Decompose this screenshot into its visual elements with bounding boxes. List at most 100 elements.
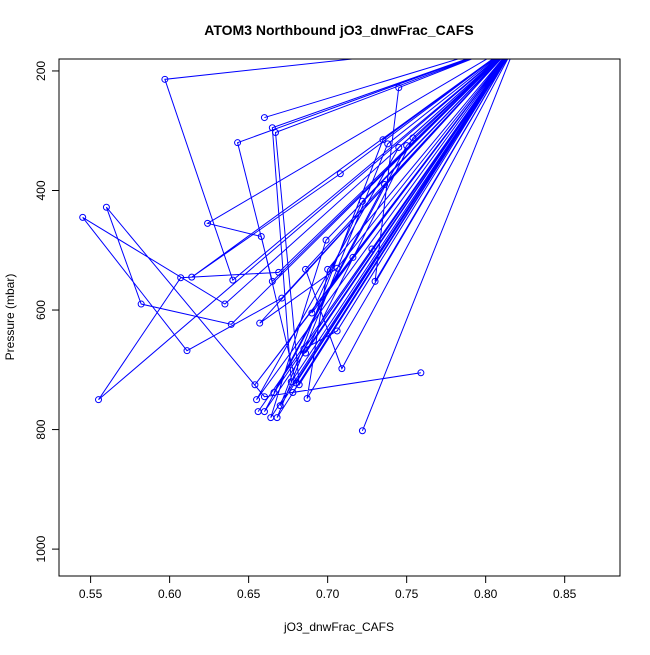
data-point: [514, 38, 520, 44]
data-point: [268, 277, 276, 285]
data-point: [289, 389, 297, 397]
data-point: [514, 38, 520, 44]
data-point: [79, 213, 87, 221]
data-point: [514, 38, 520, 44]
y-tick-label: 400: [34, 180, 48, 200]
data-point: [514, 38, 520, 44]
x-axis: 0.55 0.60 0.65 0.70 0.75 0.80 0.85: [79, 575, 577, 601]
x-tick-label: 0.70: [316, 587, 340, 601]
data-point: [253, 396, 261, 404]
data-point: [514, 38, 520, 44]
data-point: [257, 233, 265, 241]
data-point: [514, 38, 520, 44]
data-point: [514, 38, 520, 44]
data-point: [514, 38, 520, 44]
data-point: [300, 345, 308, 353]
data-point: [338, 365, 346, 373]
data-point: [514, 38, 520, 44]
plot-frame: [58, 58, 621, 577]
data-point: [272, 129, 279, 137]
data-point: [278, 294, 286, 302]
data-point: [256, 319, 264, 327]
data-point: [287, 378, 295, 386]
data-point: [514, 38, 520, 44]
data-point: [302, 265, 310, 273]
data-point: [514, 38, 520, 44]
data-point: [395, 143, 403, 151]
data-point: [384, 140, 392, 148]
data-point: [229, 276, 237, 284]
series-points: [79, 38, 520, 435]
data-point: [358, 427, 366, 435]
data-point: [514, 38, 520, 44]
y-tick-label: 1000: [34, 535, 48, 562]
data-point: [358, 197, 366, 205]
data-point: [254, 408, 262, 416]
y-tick-label: 600: [34, 300, 48, 320]
data-point: [514, 38, 520, 44]
data-point: [349, 253, 357, 261]
x-tick-label: 0.55: [79, 587, 103, 601]
y-tick-label: 800: [34, 419, 48, 439]
data-point: [514, 38, 520, 44]
data-point: [102, 203, 110, 211]
data-point: [204, 219, 212, 227]
data-point: [227, 320, 235, 328]
data-point: [514, 38, 520, 44]
data-point: [267, 414, 275, 422]
data-point: [276, 402, 284, 410]
x-axis-label: jO3_dnwFrac_CAFS: [283, 620, 394, 634]
y-axis: 200 400 600 800 1000: [34, 61, 60, 562]
data-point: [403, 142, 411, 150]
data-point: [514, 38, 520, 44]
data-point: [514, 38, 520, 44]
data-point: [336, 170, 344, 178]
data-point: [395, 84, 403, 92]
data-point: [368, 245, 376, 253]
data-point: [137, 300, 145, 308]
data-point: [183, 347, 191, 355]
data-point: [251, 381, 259, 389]
x-tick-label: 0.80: [474, 587, 498, 601]
data-point: [417, 369, 425, 377]
data-point: [177, 274, 185, 282]
data-point: [514, 38, 520, 44]
data-point: [514, 38, 520, 44]
data-point: [514, 38, 520, 44]
data-point: [95, 396, 103, 404]
data-point: [514, 38, 520, 44]
data-point: [302, 349, 310, 357]
data-point: [260, 114, 268, 122]
data-point: [514, 38, 520, 44]
data-point: [161, 75, 169, 83]
data-point: [409, 134, 417, 142]
y-tick-label: 200: [34, 61, 48, 81]
data-point: [188, 273, 196, 281]
data-point: [333, 327, 341, 335]
series-line: [82, 59, 511, 431]
data-point: [308, 309, 316, 317]
data-point: [303, 394, 311, 402]
series-lines: [82, 59, 511, 431]
data-point: [221, 300, 229, 308]
data-point: [270, 389, 278, 397]
data-point: [275, 268, 283, 276]
data-point: [514, 38, 520, 44]
data-point: [381, 181, 389, 189]
data-point: [514, 38, 520, 44]
data-point: [292, 379, 300, 387]
data-point: [234, 139, 242, 147]
chart-title: ATOM3 Northbound jO3_dnwFrac_CAFS: [204, 22, 473, 38]
data-point: [379, 136, 387, 144]
data-point: [514, 38, 520, 44]
x-tick-label: 0.60: [158, 587, 182, 601]
data-point: [322, 236, 330, 244]
data-point: [333, 264, 341, 272]
x-tick-label: 0.75: [395, 587, 419, 601]
x-tick-label: 0.85: [553, 587, 577, 601]
y-axis-label: Pressure (mbar): [3, 274, 17, 361]
x-tick-label: 0.65: [237, 587, 261, 601]
data-point: [371, 277, 379, 285]
